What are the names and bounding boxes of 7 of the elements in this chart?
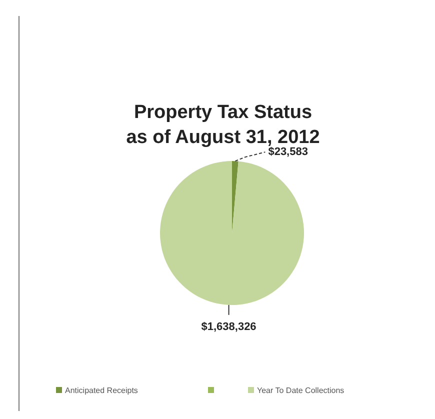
data-label: $23,583 [268, 146, 308, 158]
pie-slice [232, 161, 238, 233]
chart-title: Property Tax Status as of August 31, 2012 [126, 102, 320, 148]
data-label: $1,638,326 [201, 320, 256, 333]
legend-label: Anticipated Receipts [65, 386, 138, 395]
pie-slice [160, 161, 304, 305]
legend-label: Year To Date Collections [257, 386, 344, 395]
